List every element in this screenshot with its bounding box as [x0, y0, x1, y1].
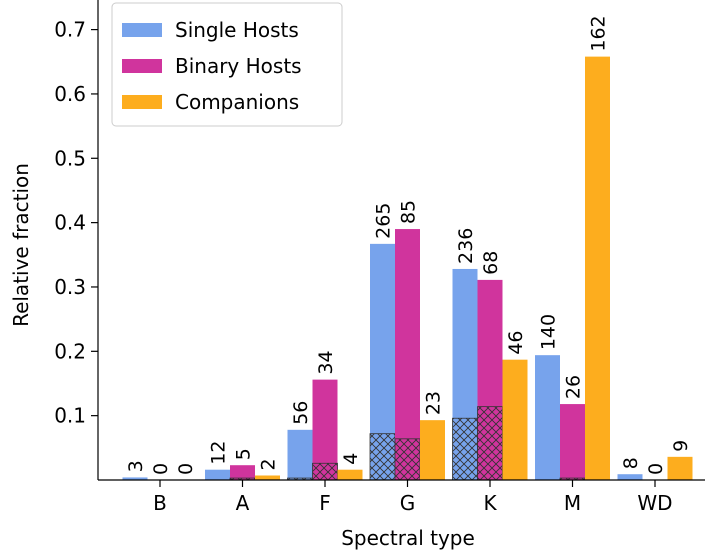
- count-label: 2: [258, 458, 280, 470]
- bar: [287, 429, 313, 480]
- bar: [667, 456, 693, 480]
- y-tick-label: 0.3: [54, 275, 86, 299]
- x-axis-label: Spectral type: [341, 526, 475, 550]
- hatched-bar: [452, 417, 478, 481]
- bar: [205, 469, 230, 480]
- count-label: 140: [538, 314, 560, 350]
- hatched-bar: [394, 438, 421, 481]
- bar: [585, 56, 610, 481]
- bar: [230, 465, 255, 480]
- x-tick-label: K: [483, 491, 497, 515]
- count-label: 12: [208, 441, 230, 465]
- bar: [255, 475, 280, 480]
- y-tick-label: 0.7: [54, 18, 86, 42]
- count-label: 0: [645, 463, 667, 475]
- bar: [420, 420, 445, 480]
- legend-label: Companions: [175, 90, 299, 114]
- count-label: 0: [150, 463, 172, 475]
- x-tick-label: F: [319, 491, 331, 515]
- legend-swatch: [122, 59, 162, 73]
- count-label: 68: [480, 251, 502, 275]
- count-label: 46: [505, 330, 527, 354]
- x-tick-label: A: [236, 491, 250, 515]
- y-tick-label: 0.2: [54, 339, 86, 363]
- x-tick-label: M: [564, 491, 581, 515]
- count-label: 85: [398, 200, 420, 224]
- count-label: 162: [588, 15, 610, 51]
- x-tick-label: WD: [637, 491, 672, 515]
- y-tick-label: 0.5: [54, 146, 86, 170]
- y-tick-label: 0.6: [54, 82, 86, 106]
- count-label: 26: [563, 375, 585, 399]
- x-tick-label: G: [400, 491, 416, 515]
- y-axis-label: Relative fraction: [9, 163, 33, 327]
- count-label: 8: [620, 457, 642, 469]
- y-tick-label: 0.1: [54, 404, 86, 428]
- bar: [560, 404, 585, 480]
- count-label: 5: [233, 448, 255, 460]
- count-label: 265: [373, 203, 395, 239]
- count-label: 34: [315, 350, 337, 374]
- legend-box: [111, 2, 343, 127]
- count-label: 56: [290, 401, 312, 425]
- count-label: 4: [340, 453, 362, 465]
- legend-label: Binary Hosts: [175, 54, 302, 78]
- count-label: 23: [423, 391, 445, 415]
- legend-label: Single Hosts: [175, 18, 299, 42]
- count-label: 9: [670, 440, 692, 452]
- count-label: 0: [175, 463, 197, 475]
- hatched-bar: [369, 433, 396, 481]
- legend-swatch: [122, 23, 162, 37]
- count-label: 3: [125, 460, 147, 472]
- hatched-bar: [312, 462, 338, 481]
- count-label: 236: [455, 228, 477, 264]
- bar: [122, 477, 148, 480]
- bar: [617, 474, 643, 480]
- legend-swatch: [122, 95, 162, 109]
- bar: [337, 469, 363, 480]
- bar: [535, 355, 560, 480]
- bar: [502, 359, 528, 480]
- bar: [395, 229, 420, 480]
- hatched-bar: [477, 406, 503, 481]
- y-tick-label: 0.4: [54, 211, 86, 235]
- x-tick-label: B: [153, 491, 167, 515]
